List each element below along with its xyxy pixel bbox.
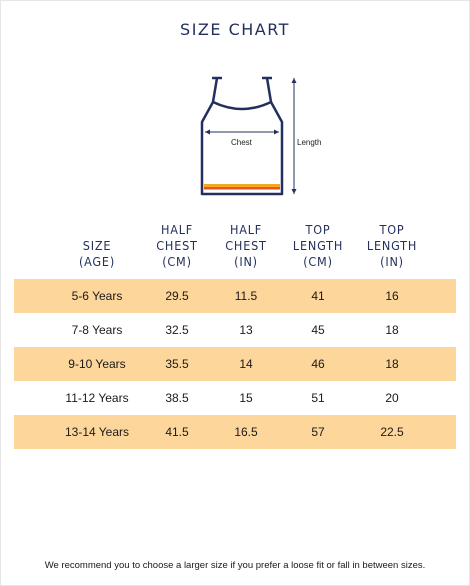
- cell-half-chest-in: 14: [239, 357, 253, 371]
- cell-size: 11-12 Years: [65, 391, 129, 405]
- cell-top-length-in: 18: [385, 323, 399, 337]
- table-row: 7-8 Years 32.5 13 45 18: [14, 313, 456, 347]
- table-row: 11-12 Years 38.5 15 51 20: [14, 381, 456, 415]
- length-label: Length: [297, 138, 322, 147]
- cell-half-chest-in: 15: [239, 391, 253, 405]
- table-row: 5-6 Years 29.5 11.5 41 16: [14, 279, 456, 313]
- cell-size: 7-8 Years: [71, 323, 123, 337]
- cell-half-chest-cm: 32.5: [165, 323, 189, 337]
- cell-top-length-in: 16: [385, 289, 399, 303]
- header-half-chest-in: HALF CHEST (IN): [225, 222, 267, 269]
- cell-half-chest-cm: 38.5: [165, 391, 189, 405]
- cell-size: 13-14 Years: [64, 425, 130, 439]
- chest-arrow-right-icon: [274, 129, 279, 135]
- left-strap: [211, 77, 219, 103]
- footnote: We recommend you to choose a larger size…: [44, 560, 426, 571]
- cell-half-chest-cm: 41.5: [165, 425, 189, 439]
- cell-top-length-in: 18: [385, 357, 399, 371]
- right-strap: [265, 77, 273, 103]
- cell-size: 9-10 Years: [68, 357, 126, 371]
- header-top-length-in: TOP LENGTH (IN): [366, 222, 418, 269]
- cell-size: 5-6 Years: [71, 289, 123, 303]
- table-header: SIZE (AGE) HALF CHEST (CM) HALF CHEST (I…: [0, 220, 470, 270]
- hem-band-yellow: [204, 184, 280, 187]
- cell-top-length-cm: 46: [311, 357, 325, 371]
- cell-half-chest-in: 11.5: [234, 289, 258, 303]
- header-size-age: SIZE (AGE): [78, 238, 116, 269]
- cell-top-length-cm: 57: [311, 425, 325, 439]
- header-half-chest-cm: HALF CHEST (CM): [156, 222, 198, 269]
- garment-body-outline: [200, 100, 284, 196]
- cell-half-chest-cm: 29.5: [165, 289, 189, 303]
- cell-top-length-in: 20: [385, 391, 399, 405]
- garment-diagram: Chest Length: [188, 72, 321, 200]
- cell-half-chest-in: 13: [239, 323, 253, 337]
- page-title: SIZE CHART: [180, 20, 290, 39]
- header-top-length-cm: TOP LENGTH (CM): [292, 222, 344, 269]
- cell-top-length-in: 22.5: [380, 425, 404, 439]
- cell-top-length-cm: 51: [311, 391, 325, 405]
- chest-arrow-left-icon: [205, 129, 210, 135]
- chest-label: Chest: [231, 138, 252, 147]
- cell-top-length-cm: 41: [311, 289, 325, 303]
- length-arrow-down-icon: [291, 189, 297, 194]
- cell-half-chest-cm: 35.5: [165, 357, 189, 371]
- cell-half-chest-in: 16.5: [234, 425, 258, 439]
- size-table: 5-6 Years 29.5 11.5 41 16 7-8 Years 32.5…: [14, 279, 456, 449]
- hem-band-orange: [204, 187, 280, 190]
- length-arrow-up-icon: [291, 78, 297, 83]
- cell-top-length-cm: 45: [311, 323, 325, 337]
- table-row: 13-14 Years 41.5 16.5 57 22.5: [14, 415, 456, 449]
- camisole-illustration: [200, 76, 297, 196]
- table-row: 9-10 Years 35.5 14 46 18: [14, 347, 456, 381]
